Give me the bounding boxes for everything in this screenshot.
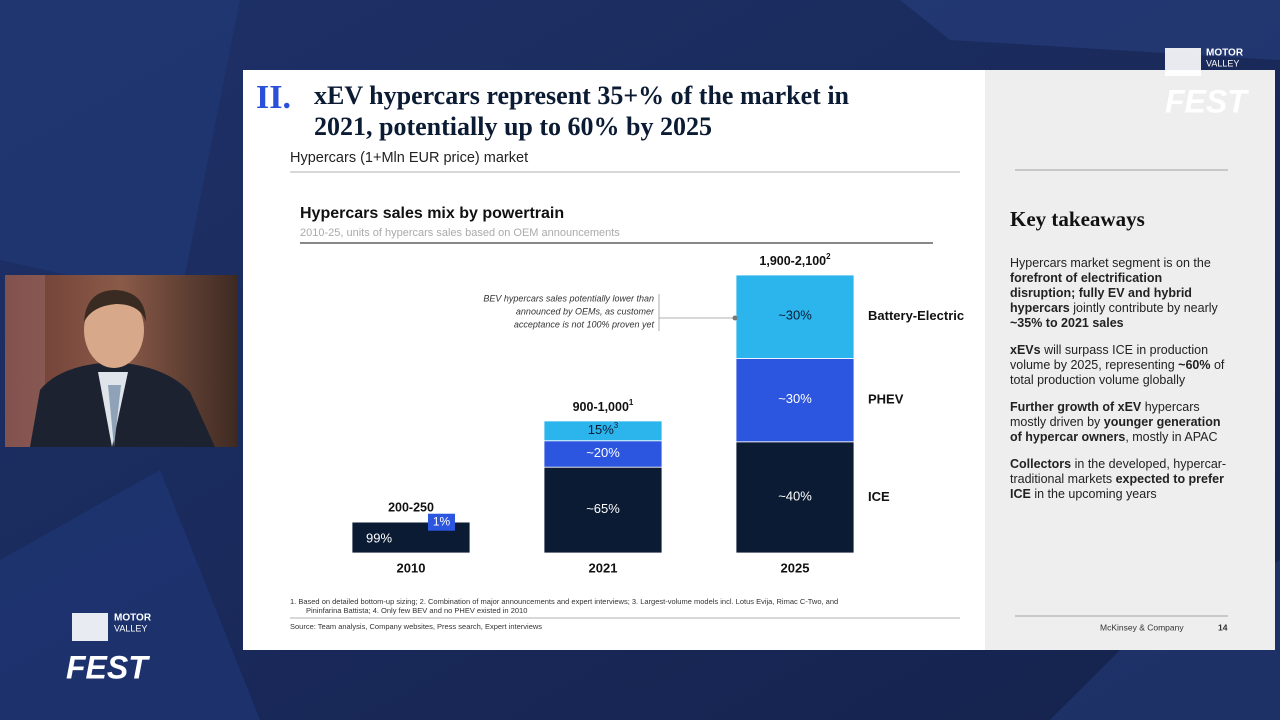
takeaway-run: Further growth of xEV [1010, 400, 1142, 414]
legend-label: Battery-Electric [868, 308, 964, 323]
total-label: 900-1,0001 [573, 398, 634, 414]
logo-bottom: MOTOR VALLEY FEST [66, 613, 152, 686]
total-label: 200-250 [388, 501, 434, 515]
value-label: 99% [366, 531, 392, 546]
value-label-text: 15% [588, 422, 614, 437]
value-label-text: ~30% [778, 392, 812, 407]
section-number: II. [256, 79, 291, 116]
footnote-ref: 3 [614, 421, 619, 430]
slide-title: 2021, potentially up to 60% by 2025 [314, 112, 712, 141]
takeaway-run: in the developed, hypercar-traditional m… [1010, 457, 1227, 486]
chart-subtitle: 2010-25, units of hypercars sales based … [300, 227, 620, 239]
annotation: announced by OEMs, as customer [516, 306, 655, 316]
takeaways-title: Key takeaways [1010, 207, 1145, 231]
value-label: ~30% [778, 308, 812, 323]
footnote-ref: 1 [629, 398, 634, 407]
takeaway: Hypercars market segment is on the foref… [1010, 256, 1228, 331]
value-label-text: 99% [366, 531, 392, 546]
speaker-video [5, 275, 237, 447]
legend-label: PHEV [868, 392, 904, 407]
page-number: 14 [1218, 622, 1228, 632]
value-label: 1% [433, 515, 451, 529]
takeaway-run: ~60% [1178, 358, 1211, 372]
annotation: BEV hypercars sales potentially lower th… [483, 293, 654, 303]
slide-subtitle: Hypercars (1+Mln EUR price) market [290, 150, 528, 166]
x-tick-label: 2025 [781, 560, 810, 575]
takeaway-run: of total production volume globally [1010, 358, 1225, 387]
company: McKinsey & Company [1100, 622, 1184, 632]
value-label-text: ~30% [778, 308, 812, 323]
total-label-text: 200-250 [388, 501, 434, 515]
value-label: ~30% [778, 392, 812, 407]
value-label-text: ~40% [778, 489, 812, 504]
face [84, 292, 144, 368]
bar-segment [735, 274, 855, 359]
x-tick-label: 2010 [397, 560, 426, 575]
value-label: ~40% [778, 489, 812, 504]
takeaway: xEVs will surpass ICE in production volu… [1010, 343, 1228, 388]
takeaway-run: will surpass ICE in production volume by… [1010, 343, 1209, 372]
takeaway-run: ~35% to 2021 sales [1010, 316, 1124, 330]
takeaways-panel [985, 70, 1275, 650]
slide-title: xEV hypercars represent 35+% of the mark… [314, 81, 850, 110]
takeaway-run: expected to prefer ICE [1010, 472, 1224, 501]
suit [30, 362, 215, 447]
takeaway-run: , mostly in APAC [1125, 430, 1218, 444]
bar-segment [735, 441, 855, 554]
logo-text: MOTOR [1206, 48, 1244, 59]
logo-text: MOTOR [114, 613, 152, 624]
footnote: 1. Based on detailed bottom-up sizing; 2… [290, 597, 838, 606]
value-label-text: ~20% [586, 445, 620, 460]
total-label: 1,900-2,1002 [759, 252, 831, 268]
hair [84, 290, 146, 322]
logo-flag [1165, 48, 1201, 76]
tie [108, 385, 121, 447]
bg-shape [0, 0, 240, 300]
takeaways: Key takeaways Hypercars market segment i… [1010, 209, 1228, 514]
bar-segment [543, 466, 663, 554]
value-label: ~65% [586, 502, 620, 517]
annotation: acceptance is not 100% proven yet [514, 319, 655, 329]
takeaway-run: Hypercars market segment is on the [1010, 256, 1211, 270]
logo-text: VALLEY [1206, 58, 1239, 68]
label-badge [428, 513, 455, 531]
takeaway-run: hypercars mostly driven by [1010, 400, 1200, 429]
takeaway-run: jointly contribute by nearly [1069, 301, 1218, 315]
takeaway-run: in the upcoming years [1030, 487, 1157, 501]
takeaway-run: forefront of electrification disruption;… [1010, 271, 1192, 315]
chart-title: Hypercars sales mix by powertrain [300, 205, 564, 222]
footnote: Pininfarina Battista; 4. Only few BEV an… [306, 606, 527, 615]
source: Source: Team analysis, Company websites,… [290, 622, 542, 631]
annotation-dot [732, 315, 738, 321]
bar-segment [543, 440, 663, 468]
bar-segment [735, 357, 855, 443]
legend-label: ICE [868, 489, 890, 504]
bar-segment [543, 420, 663, 442]
x-tick-label: 2021 [589, 560, 618, 575]
bg-shape [900, 0, 1280, 60]
takeaway-run: Collectors [1010, 457, 1072, 471]
value-label: 15%3 [588, 421, 619, 437]
logo-fest: FEST [1165, 83, 1249, 119]
takeaway: Further growth of xEV hypercars mostly d… [1010, 400, 1228, 445]
logo-flag [72, 613, 108, 641]
logo-top: MOTOR VALLEY FEST [1165, 48, 1249, 119]
takeaway-run: xEVs [1010, 343, 1041, 357]
value-label: ~20% [586, 445, 620, 460]
value-label-text: ~65% [586, 502, 620, 517]
bg-shape [0, 470, 260, 720]
takeaway: Collectors in the developed, hypercar-tr… [1010, 457, 1228, 502]
takeaway-run: younger generation of hypercar owners [1010, 415, 1221, 444]
logo-text: VALLEY [114, 623, 147, 633]
total-label-text: 1,900-2,100 [759, 254, 826, 268]
takeaways-body: Hypercars market segment is on the foref… [1010, 256, 1228, 502]
value-label-text: 1% [433, 515, 451, 529]
logo-fest: FEST [66, 649, 150, 685]
footnote-ref: 2 [826, 252, 831, 261]
total-label-text: 900-1,000 [573, 400, 629, 414]
